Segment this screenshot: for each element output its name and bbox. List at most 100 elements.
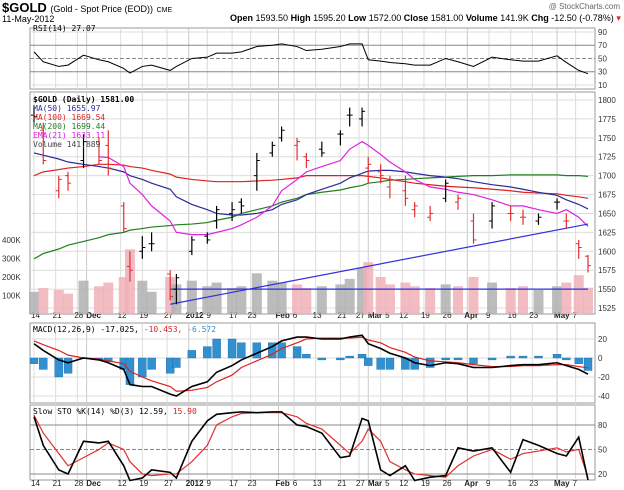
volume-bar — [505, 288, 516, 314]
macd-histogram-bar — [203, 346, 212, 359]
volume-bar — [211, 282, 222, 314]
macd-histogram-bar — [147, 357, 156, 370]
volume-bar — [384, 284, 395, 314]
volume-bar — [186, 280, 197, 314]
macd-histogram-bar — [425, 357, 435, 368]
volume-bar — [124, 249, 135, 314]
volume-bar — [227, 288, 238, 314]
price-tick-label: 1575 — [598, 266, 616, 275]
volume-tick-label: 100K — [2, 292, 21, 301]
macd-histogram-bar — [29, 357, 39, 364]
macd-histogram-bar — [317, 357, 327, 361]
macd-tick-label: 0 — [598, 354, 603, 363]
date-tick-label: 23 — [529, 311, 538, 320]
volume-bar — [236, 286, 247, 314]
macd-histogram-bar — [534, 355, 543, 359]
macd-histogram-bar — [212, 338, 221, 359]
macd-histogram-bar — [252, 342, 262, 359]
macd-histogram-bar — [574, 357, 583, 364]
volume-bar — [453, 286, 464, 314]
price-legend: $GOLD (Daily) 1581.00 — [33, 95, 135, 104]
date-tick-label: Feb — [276, 479, 290, 488]
ma50-line — [33, 152, 589, 216]
macd-histogram-bar — [469, 357, 478, 364]
macd-histogram-bar — [385, 357, 395, 370]
volume-bar — [344, 278, 355, 314]
macd-histogram-bar — [583, 357, 593, 371]
date-tick-label: 6 — [293, 479, 298, 488]
down-triangle-icon: ▾ — [616, 13, 621, 23]
ma200-legend: MA(200) 1699.44 — [33, 122, 106, 131]
macd-histogram-bar — [453, 357, 463, 361]
date-tick-label: 12 — [118, 479, 127, 488]
volume-bar — [63, 293, 74, 314]
volume-bar — [357, 267, 368, 314]
date-tick-label: 5 — [385, 311, 390, 320]
price-tick-label: 1650 — [598, 209, 616, 218]
sto-tick-label: 50 — [598, 445, 607, 454]
price-tick-label: 1775 — [598, 115, 616, 124]
date-tick-label: 23 — [248, 479, 257, 488]
volume-bar — [533, 289, 544, 314]
price-tick-label: 1550 — [598, 285, 616, 294]
ema21-legend: EMA(21) 1633.11 — [33, 131, 106, 140]
date-tick-label: 27 — [164, 311, 173, 320]
date-tick-label: 2012 — [186, 479, 204, 488]
volume-bar — [118, 277, 129, 314]
sto-d-line — [33, 412, 589, 478]
ma50-legend: MA(50) 1655.97 — [33, 104, 101, 113]
ma100-legend: MA(100) 1669.54 — [33, 113, 106, 122]
volume-bar — [137, 280, 148, 314]
macd-histogram-bar — [518, 355, 528, 359]
date-tick-label: May — [554, 311, 570, 320]
date-tick-label: 23 — [248, 311, 257, 320]
volume-bar — [440, 284, 451, 314]
date-tick-label: 13 — [313, 479, 322, 488]
volume-bar — [301, 288, 312, 314]
volume-bar — [583, 287, 593, 314]
ema21-line — [98, 140, 589, 236]
macd-tick-label: -20 — [598, 373, 610, 382]
date-tick-label: 9 — [207, 311, 212, 320]
date-tick-label: Dec — [86, 311, 101, 320]
volume-bar — [518, 286, 529, 314]
macd-histogram-bar — [172, 357, 181, 368]
price-tick-label: 1800 — [598, 96, 616, 105]
volume-bar — [363, 262, 374, 314]
macd-histogram-bar — [39, 357, 48, 370]
date-tick-label: 14 — [31, 311, 40, 320]
sto-tick-label: 80 — [598, 421, 607, 430]
sto-tick-label: 20 — [598, 470, 607, 479]
volume-bar — [202, 286, 213, 314]
macd-histogram-bar — [187, 350, 197, 359]
date-tick-label: 27 — [356, 311, 365, 320]
volume-bar — [316, 286, 327, 314]
date-tick-label: 9 — [486, 479, 491, 488]
price-tick-label: 1625 — [598, 228, 616, 237]
macd-histogram-bar — [562, 357, 571, 361]
volume-bar — [400, 282, 411, 314]
date-tick-label: 16 — [508, 311, 517, 320]
ma100-line — [33, 163, 589, 199]
volume-tick-label: 400K — [2, 236, 21, 245]
price-tick-label: 1700 — [598, 172, 616, 181]
date-tick-label: Mar — [368, 479, 382, 488]
date-tick-label: 23 — [529, 479, 538, 488]
date-tick-label: 7 — [573, 311, 578, 320]
date-tick-label: 26 — [443, 479, 452, 488]
date-tick-label: 14 — [31, 479, 40, 488]
date-tick-label: May — [554, 479, 570, 488]
volume-bar — [53, 289, 64, 314]
rsi-tick-label: 90 — [598, 28, 607, 37]
volume-bar — [38, 288, 49, 314]
macd-histogram-bar — [138, 357, 147, 378]
macd-histogram-bar — [487, 357, 497, 361]
date-tick-label: 12 — [118, 311, 127, 320]
volume-bar — [251, 273, 262, 314]
chart-title: $GOLD (Gold - Spot Price (EOD)) CME — [2, 0, 173, 15]
date-tick-label: 19 — [421, 311, 430, 320]
volume-bar — [276, 282, 287, 314]
volume-legend: Volume 141,889 — [33, 140, 101, 149]
